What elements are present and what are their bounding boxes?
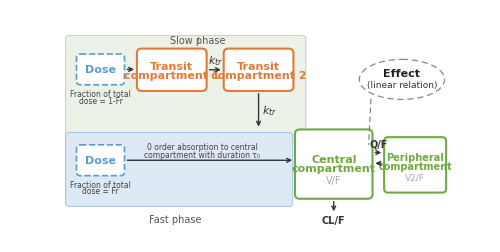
FancyBboxPatch shape xyxy=(76,55,124,85)
Ellipse shape xyxy=(360,60,444,100)
Text: CL/F: CL/F xyxy=(322,215,345,226)
Text: V2/F: V2/F xyxy=(405,173,425,182)
FancyBboxPatch shape xyxy=(66,133,292,207)
Text: compartment: compartment xyxy=(292,163,376,173)
Text: V/F: V/F xyxy=(326,175,342,185)
Text: dose = 1-Fr: dose = 1-Fr xyxy=(78,96,122,105)
FancyBboxPatch shape xyxy=(76,145,124,176)
FancyBboxPatch shape xyxy=(224,49,294,91)
FancyBboxPatch shape xyxy=(295,130,372,199)
Text: Central: Central xyxy=(311,154,356,164)
Text: 0 order absorption to central: 0 order absorption to central xyxy=(146,142,258,151)
Text: compartment: compartment xyxy=(378,162,452,172)
Text: dose = Fr: dose = Fr xyxy=(82,187,118,196)
FancyBboxPatch shape xyxy=(66,36,306,141)
Text: Effect: Effect xyxy=(384,69,420,79)
Text: $k_{tr}$: $k_{tr}$ xyxy=(208,54,222,68)
Text: (linear relation): (linear relation) xyxy=(366,81,437,90)
Text: Fraction of total: Fraction of total xyxy=(70,181,131,190)
Text: $k_{tr}$: $k_{tr}$ xyxy=(262,104,277,118)
Text: Transit: Transit xyxy=(150,62,194,72)
FancyBboxPatch shape xyxy=(384,138,446,193)
Text: Fraction of total: Fraction of total xyxy=(70,90,131,99)
Text: Q/F: Q/F xyxy=(369,139,388,149)
Text: compartment 2: compartment 2 xyxy=(211,71,306,81)
Text: compartment with duration τ₀: compartment with duration τ₀ xyxy=(144,150,260,159)
Text: compartment 1: compartment 1 xyxy=(124,71,220,81)
Text: Dose: Dose xyxy=(85,65,116,75)
Text: Transit: Transit xyxy=(237,62,280,72)
Text: Dose: Dose xyxy=(85,156,116,166)
Text: Fast phase: Fast phase xyxy=(148,214,201,224)
FancyBboxPatch shape xyxy=(137,49,206,91)
Text: Slow phase: Slow phase xyxy=(170,36,226,46)
Text: Peripheral: Peripheral xyxy=(386,152,444,163)
